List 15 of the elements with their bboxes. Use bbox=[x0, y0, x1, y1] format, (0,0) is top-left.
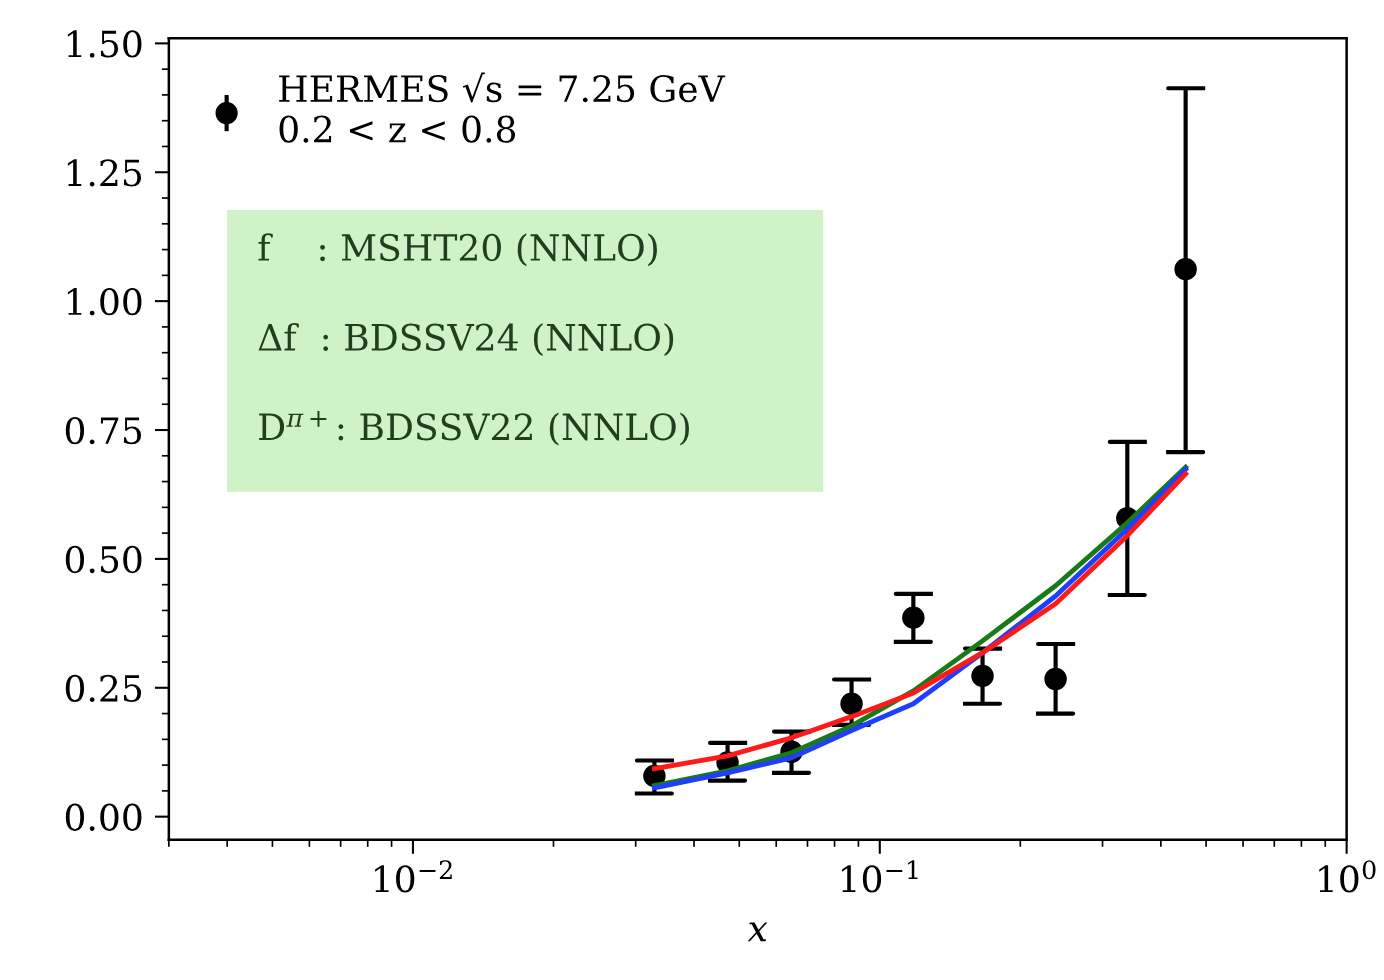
y-tick-label: 0.50 bbox=[65, 545, 142, 574]
annotation: Δf : BDSSV24 (NNLO) bbox=[258, 322, 674, 357]
y-tick-label: 1.25 bbox=[67, 159, 142, 187]
y-tick-label: 0.25 bbox=[65, 674, 142, 703]
legend-label: HERMES √s = 7.25 GeV 0.2 < z < 0.8 bbox=[279, 72, 726, 143]
y-tick-label: 0.75 bbox=[65, 416, 142, 445]
x-tick-label: 10$^{0}$ bbox=[1319, 860, 1376, 893]
annotation: D$^{π+}$: BDSSV22 (NNLO) bbox=[259, 410, 689, 446]
x-tick-label: 10$^{−1}$ bbox=[841, 860, 918, 893]
x-tick-label: 10$^{−2}$ bbox=[375, 860, 452, 893]
annotation: f : MSHT20 (NNLO) bbox=[258, 233, 657, 267]
y-tick-label: 0.00 bbox=[65, 803, 142, 831]
x-axis-title: x bbox=[747, 922, 768, 942]
y-tick-label: 1.50 bbox=[67, 30, 142, 58]
y-tick-label: 1.00 bbox=[67, 288, 142, 316]
